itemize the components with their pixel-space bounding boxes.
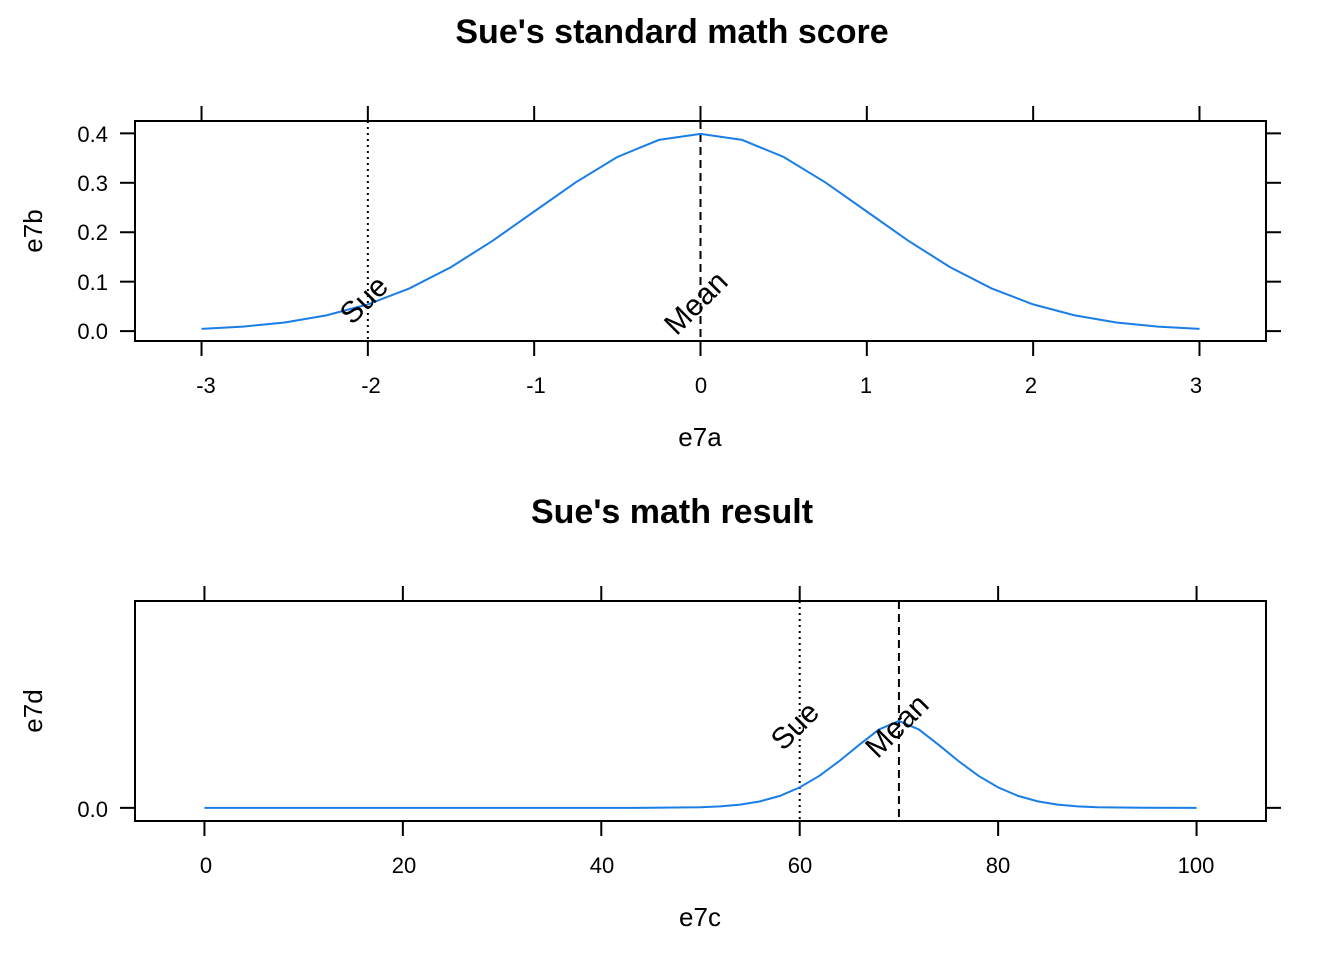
- panel-math-result: Sue's math result e7c e7d 0 20 40 60 80 …: [18, 493, 1281, 932]
- density-curve: [201, 132, 1200, 330]
- x-tick-label: 0: [695, 373, 707, 398]
- plot-frame: [134, 600, 1267, 822]
- axis-ticks: [120, 106, 1281, 356]
- x-tick-label: 3: [1190, 373, 1202, 398]
- x-axis-label: e7a: [678, 422, 722, 452]
- x-tick-label: -2: [361, 373, 381, 398]
- x-tick-labels: -3 -2 -1 0 1 2 3: [196, 373, 1202, 398]
- y-tick-label: 0.0: [77, 319, 108, 344]
- annotation-sue: Sue: [334, 270, 395, 331]
- x-tick-label: 40: [590, 853, 614, 878]
- x-tick-label: 0: [200, 853, 212, 878]
- y-axis-label: e7b: [18, 209, 48, 252]
- x-axis-label: e7c: [679, 902, 721, 932]
- y-tick-label: 0.4: [77, 122, 108, 147]
- chart-title: Sue's math result: [531, 493, 813, 531]
- y-tick-labels: 0.0 0.1 0.2 0.3 0.4: [77, 122, 108, 344]
- y-tick-label: 0.2: [77, 220, 108, 245]
- x-tick-label: -3: [196, 373, 216, 398]
- y-tick-label: 0.3: [77, 171, 108, 196]
- reference-lines: [366, 121, 702, 341]
- reference-lines: [798, 601, 900, 821]
- x-tick-label: 60: [788, 853, 812, 878]
- x-tick-label: -1: [526, 373, 546, 398]
- chart-title: Sue's standard math score: [455, 13, 888, 51]
- x-tick-label: 1: [860, 373, 872, 398]
- x-tick-labels: 0 20 40 60 80 100: [200, 853, 1214, 878]
- x-tick-label: 80: [986, 853, 1010, 878]
- annotations: Sue Mean: [334, 265, 735, 341]
- axis-ticks: [120, 586, 1281, 836]
- y-axis-label: e7d: [18, 689, 48, 732]
- x-tick-label: 2: [1025, 373, 1037, 398]
- panel-standard-score: Sue's standard math score e7a e7b -3 -2 …: [18, 13, 1281, 452]
- density-curve: [204, 719, 1197, 809]
- y-tick-labels: 0.0: [77, 797, 108, 822]
- y-tick-label: 0.0: [77, 797, 108, 822]
- x-tick-label: 20: [392, 853, 416, 878]
- x-tick-label: 100: [1178, 853, 1215, 878]
- annotation-sue: Sue: [765, 696, 826, 757]
- y-tick-label: 0.1: [77, 270, 108, 295]
- annotation-mean: Mean: [859, 688, 935, 764]
- annotation-mean: Mean: [658, 265, 734, 341]
